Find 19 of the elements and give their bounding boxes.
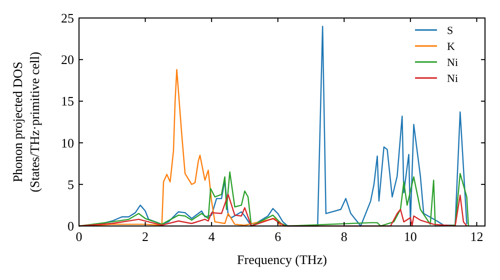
legend-label: Ni xyxy=(447,73,458,85)
x-tick-label: 6 xyxy=(274,229,282,244)
y-tick-label: 10 xyxy=(61,135,74,150)
x-tick-label: 8 xyxy=(340,229,348,244)
x-tick-label: 2 xyxy=(142,229,149,244)
legend-label: S xyxy=(447,25,454,37)
line-series xyxy=(78,171,470,227)
x-tick-label: 4 xyxy=(208,229,216,244)
y-tick-label: 0 xyxy=(68,218,74,234)
x-axis-title: Frequency (THz) xyxy=(237,252,327,267)
x-tick-label: 10 xyxy=(404,229,417,244)
y-axis-title: Phonon projected DOS (States/THz·primitive cell) xyxy=(10,52,42,192)
y-tick-label: 20 xyxy=(61,52,74,68)
legend-label: Ni xyxy=(447,57,458,69)
y-tick-label: 15 xyxy=(61,94,74,109)
x-tick-label: 12 xyxy=(470,229,484,244)
legend-label: K xyxy=(447,41,455,53)
y-tick-label: 5 xyxy=(68,176,74,192)
y-tick-label: 25 xyxy=(61,10,74,26)
